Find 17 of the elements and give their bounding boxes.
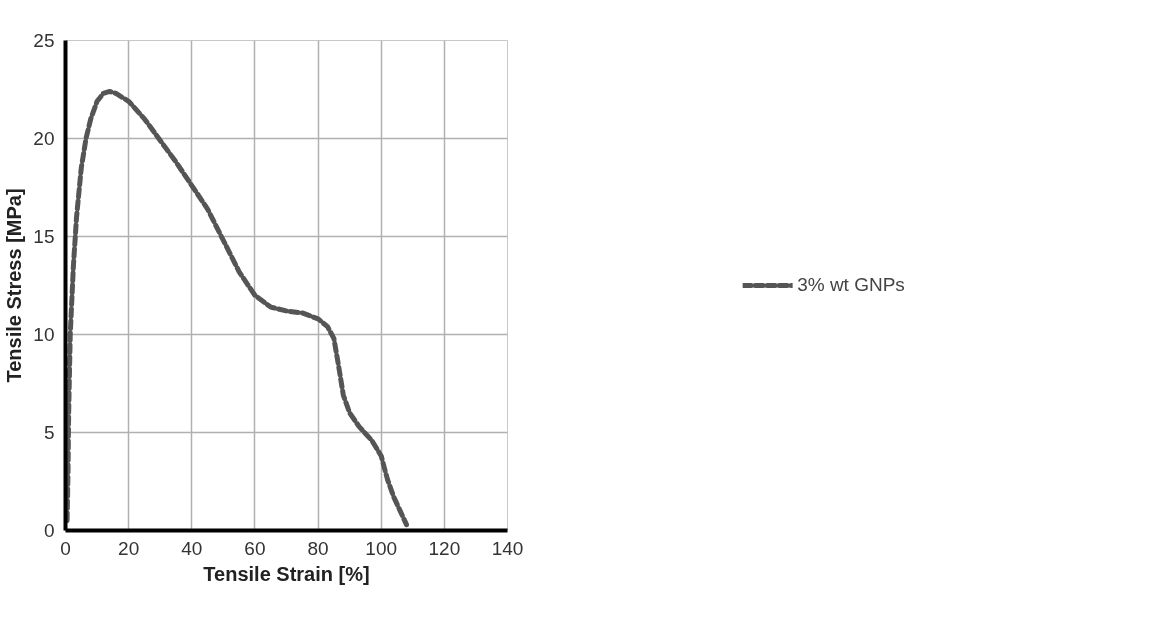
x-tick-label: 80 — [307, 537, 329, 559]
x-tick-label: 100 — [365, 537, 398, 559]
y-tick-label: 20 — [33, 128, 55, 149]
y-tick-label: 0 — [43, 520, 55, 541]
y-tick-label: 25 — [33, 30, 55, 51]
y-tick-label: 5 — [43, 422, 55, 443]
x-axis-title: Tensile Strain [%] — [203, 562, 370, 585]
y-tick-label: 10 — [33, 324, 55, 345]
x-tick-label: 0 — [60, 537, 71, 559]
legend-label: 3% wt GNPs — [797, 274, 905, 296]
x-tick-label: 40 — [181, 537, 203, 559]
y-axis-title: Tensile Stress [MPa] — [3, 188, 26, 383]
y-tick-label: 15 — [33, 226, 55, 247]
x-tick-label: 140 — [491, 537, 524, 559]
x-tick-label: 20 — [118, 537, 140, 559]
x-tick-label: 60 — [244, 537, 266, 559]
x-tick-label: 120 — [428, 537, 461, 559]
